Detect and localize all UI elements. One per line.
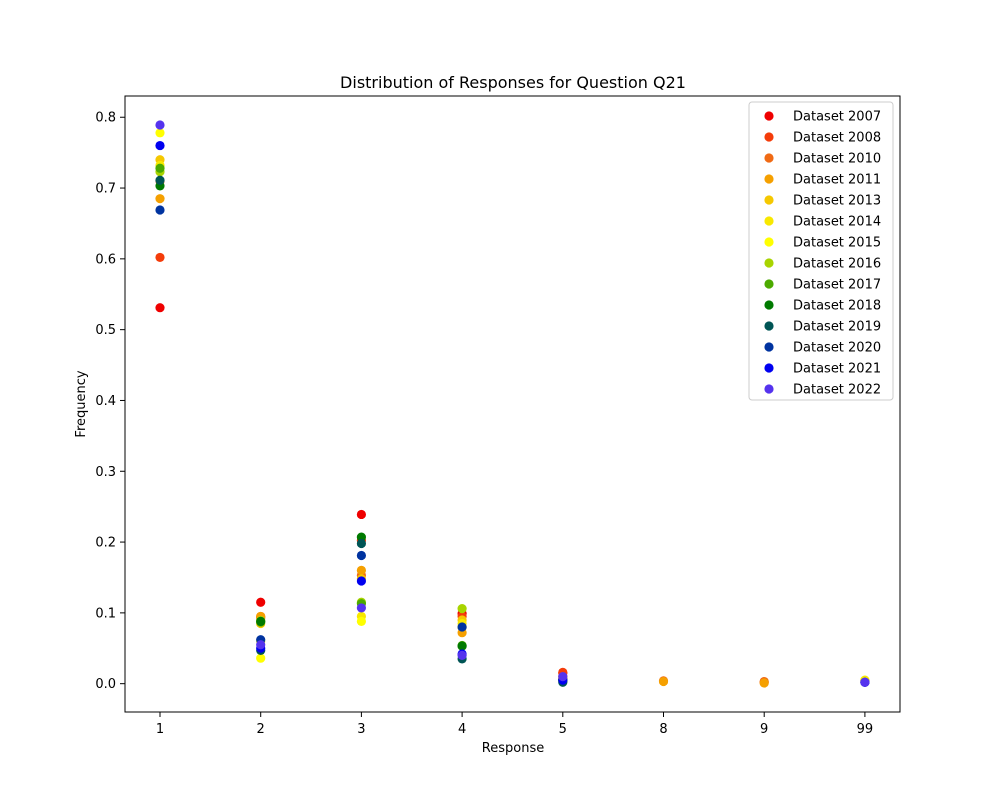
legend-entry: Dataset 2011 — [793, 173, 881, 188]
data-point — [256, 640, 266, 650]
x-tick-label: 99 — [857, 722, 874, 737]
data-point — [356, 616, 366, 626]
data-point — [457, 641, 467, 651]
data-point — [457, 622, 467, 632]
legend-marker — [764, 342, 774, 352]
data-point — [155, 163, 165, 173]
y-tick-label: 0.2 — [95, 536, 116, 551]
legend-marker — [764, 153, 774, 163]
legend-marker — [764, 258, 774, 268]
data-point — [155, 128, 165, 138]
plot-frame — [124, 95, 901, 713]
x-tick-label: 2 — [257, 722, 265, 737]
chart-title: Distribution of Responses for Question Q… — [340, 73, 686, 92]
data-point — [658, 676, 669, 687]
data-point — [155, 175, 165, 185]
legend-entry: Dataset 2013 — [793, 194, 881, 209]
legend-entry: Dataset 2019 — [793, 320, 881, 335]
legend-marker — [764, 237, 774, 247]
x-tick-label: 5 — [559, 722, 567, 737]
y-tick-label: 0.7 — [95, 182, 116, 197]
data-point — [356, 538, 366, 549]
legend-marker — [764, 132, 774, 142]
legend-marker — [764, 363, 774, 373]
axis-ticks: 1 2 3 4 5 8 9 990.00.10.20.30.40.50.60.70.8 — [95, 111, 873, 737]
data-point — [860, 677, 870, 687]
y-tick-label: 0.8 — [95, 111, 116, 126]
x-tick-label: 3 — [357, 722, 365, 737]
legend-entry: Dataset 2017 — [793, 278, 881, 293]
legend-box — [748, 101, 894, 401]
legend-entry: Dataset 2008 — [793, 131, 881, 146]
x-tick-label: 8 — [659, 722, 667, 737]
data-point — [457, 650, 467, 660]
legend-marker — [764, 321, 774, 331]
legend-marker — [764, 279, 774, 289]
legend-entry: Dataset 2007 — [793, 110, 881, 125]
legend-marker — [764, 300, 774, 310]
legend-marker — [764, 216, 774, 226]
data-point — [155, 205, 165, 215]
legend-entry: Dataset 2015 — [793, 236, 881, 251]
legend-entry: Dataset 2020 — [793, 341, 881, 356]
legend-entry: Dataset 2010 — [793, 152, 881, 167]
legend-entry: Dataset 2014 — [793, 215, 881, 230]
data-point — [457, 604, 467, 614]
data-point — [155, 303, 165, 313]
data-point — [256, 597, 266, 607]
legend-entry: Dataset 2018 — [793, 299, 881, 314]
legend-marker — [764, 195, 774, 205]
legend-entry: Dataset 2016 — [793, 257, 881, 272]
data-point — [356, 550, 366, 561]
y-tick-label: 0.3 — [95, 465, 116, 480]
data-point — [155, 194, 165, 204]
data-point — [356, 509, 366, 520]
data-point — [155, 140, 165, 151]
data-point — [356, 565, 366, 575]
data-point — [356, 576, 366, 586]
y-tick-label: 0.1 — [95, 606, 116, 621]
data-point — [155, 120, 165, 130]
x-tick-label: 9 — [760, 722, 768, 737]
y-tick-label: 0.5 — [95, 323, 116, 338]
data-point — [759, 678, 769, 688]
y-axis-label: Frequency — [74, 370, 89, 437]
data-point — [558, 671, 568, 682]
legend-entry: Dataset 2021 — [793, 362, 881, 377]
data-points — [155, 120, 870, 688]
data-point — [356, 603, 366, 613]
y-tick-label: 0.4 — [95, 394, 116, 409]
legend-entry: Dataset 2022 — [793, 383, 881, 398]
x-axis-label: Response — [482, 741, 544, 756]
y-tick-label: 0.0 — [95, 677, 116, 692]
data-point — [155, 252, 165, 263]
legend-marker — [764, 384, 774, 394]
data-point — [256, 653, 266, 663]
x-tick-label: 4 — [458, 722, 466, 737]
legend-marker — [764, 111, 774, 121]
legend-marker — [764, 174, 774, 184]
data-point — [356, 532, 366, 542]
legend: Dataset 2007 Dataset 2008 Dataset 2010 Data… — [748, 101, 894, 401]
y-tick-label: 0.6 — [95, 252, 116, 267]
x-tick-label: 1 — [156, 722, 164, 737]
data-point — [256, 616, 266, 626]
